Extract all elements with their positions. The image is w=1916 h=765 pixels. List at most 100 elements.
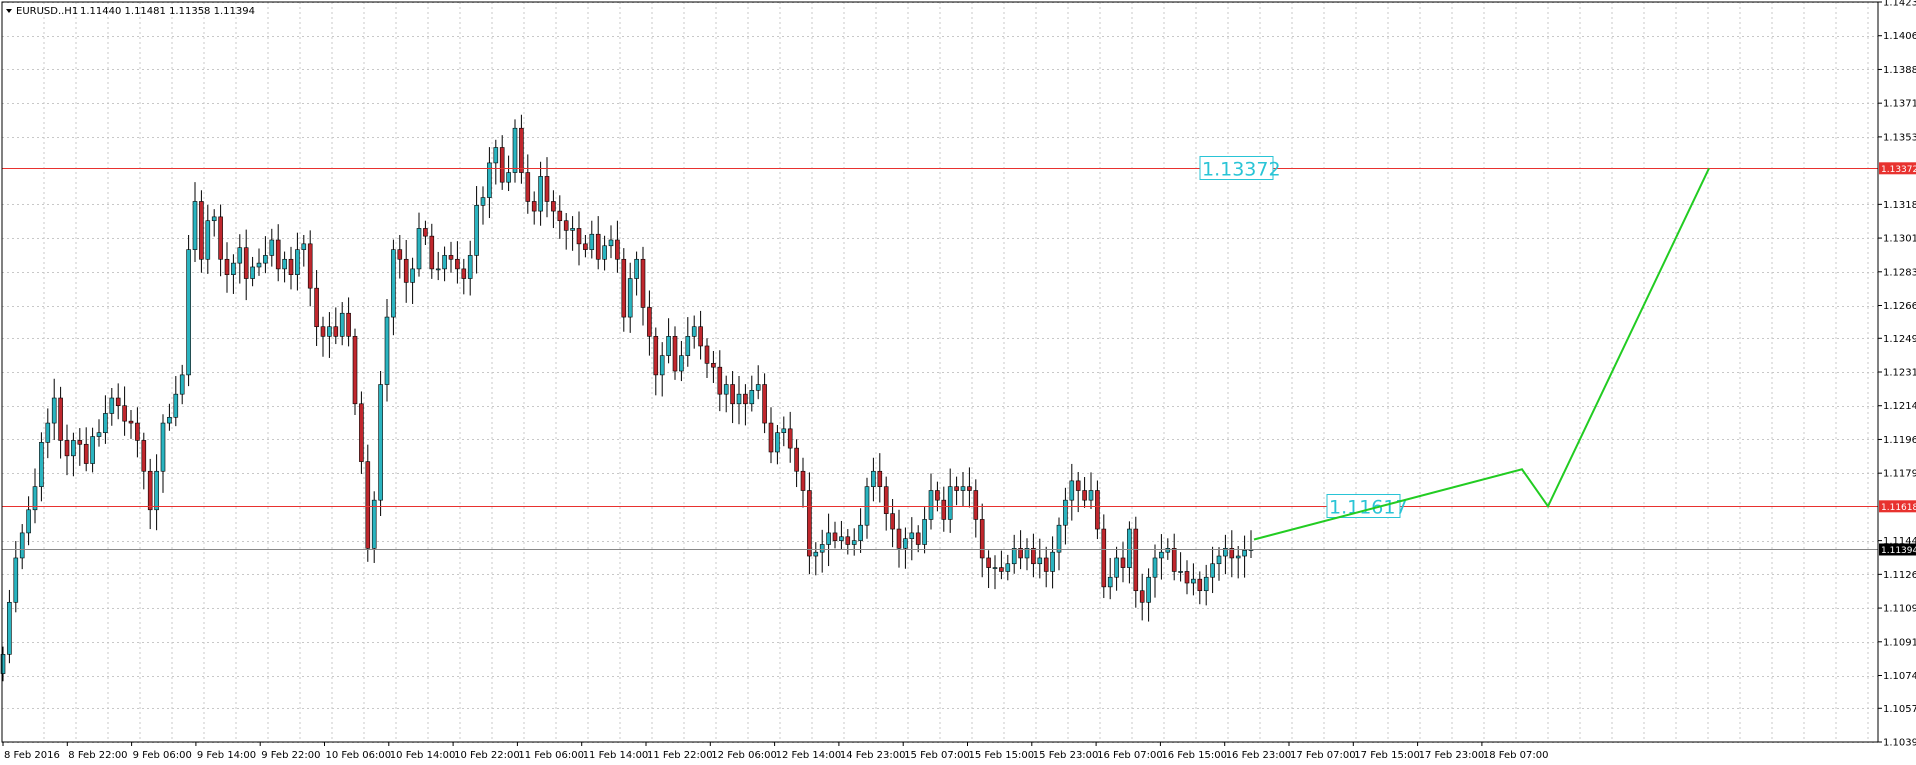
candle-body xyxy=(883,486,889,514)
candle-body xyxy=(1050,551,1055,572)
candle-body xyxy=(397,249,403,260)
candle xyxy=(1120,542,1126,583)
candle xyxy=(1197,571,1203,605)
candle-body xyxy=(263,255,268,264)
candle xyxy=(967,467,972,508)
candle-body xyxy=(339,312,345,337)
candle xyxy=(1069,463,1075,521)
price-tick-label: 1.12140 xyxy=(1883,401,1916,412)
candle xyxy=(883,476,889,531)
candle xyxy=(186,234,191,387)
candle-body xyxy=(282,258,287,270)
time-tick-label: 12 Feb 06:00 xyxy=(711,750,777,761)
candle-body xyxy=(455,258,460,270)
candle xyxy=(1114,546,1119,591)
candle xyxy=(448,241,454,273)
symbol-header[interactable]: EURUSD..H1 1.11440 1.11481 1.11358 1.113… xyxy=(6,6,255,17)
candle-body xyxy=(58,397,63,441)
candle xyxy=(211,209,217,237)
candle xyxy=(743,384,748,426)
candle-body xyxy=(679,355,684,372)
candle-body xyxy=(256,262,262,268)
triangle-down-icon[interactable] xyxy=(6,9,12,13)
candle xyxy=(749,375,755,412)
candle xyxy=(128,409,134,439)
candle-body xyxy=(813,551,819,557)
price-tick-label: 1.12490 xyxy=(1883,334,1916,345)
candle xyxy=(512,119,518,183)
level-label-box xyxy=(1199,156,1274,180)
candle xyxy=(928,473,934,530)
time-tick-label: 18 Feb 07:00 xyxy=(1483,750,1549,761)
candle-body xyxy=(1101,528,1107,588)
time-axis[interactable]: 8 Feb 2016 8 Feb 22:00 9 Feb 06:00 9 Feb 14… xyxy=(2,742,1549,761)
candle-body xyxy=(832,532,838,541)
candle xyxy=(666,318,671,364)
price-tick-label: 1.11790 xyxy=(1883,469,1916,480)
projection-path[interactable] xyxy=(1253,167,1710,541)
candle xyxy=(794,439,799,488)
candle xyxy=(199,190,204,273)
candle-body xyxy=(250,266,255,279)
time-tick-label: 8 Feb 22:00 xyxy=(68,750,127,761)
candle-body xyxy=(135,422,140,441)
candle-body xyxy=(563,220,569,231)
time-tick-label: 16 Feb 23:00 xyxy=(1226,750,1292,761)
price-axis[interactable]: 1.14235 1.14060 1.13885 1.13710 1.13535 1.131… xyxy=(1878,0,1916,749)
candle-body xyxy=(160,422,166,472)
candle-body xyxy=(704,345,710,364)
candle xyxy=(1031,533,1036,578)
candle-body xyxy=(346,312,351,337)
time-tick-label: 15 Feb 23:00 xyxy=(1033,750,1099,761)
time-tick-label: 11 Feb 06:00 xyxy=(518,750,584,761)
candle xyxy=(557,195,563,239)
candle xyxy=(397,234,403,279)
candle xyxy=(787,411,793,463)
candle xyxy=(800,457,806,508)
candle xyxy=(704,338,710,378)
candle-body xyxy=(640,258,646,308)
level-label: 1.13372 xyxy=(1202,159,1281,181)
candle-body xyxy=(1146,576,1151,603)
candle xyxy=(1075,472,1081,513)
candle xyxy=(416,212,422,277)
candle-body xyxy=(583,243,588,250)
candle-body xyxy=(512,127,518,173)
candle-body xyxy=(0,654,6,674)
candle xyxy=(698,310,703,360)
candle xyxy=(679,340,684,382)
candle xyxy=(781,416,787,447)
candle xyxy=(346,297,351,347)
candle-body xyxy=(218,216,223,260)
candle-body xyxy=(1184,571,1190,584)
candle-body xyxy=(634,258,639,279)
candle-body xyxy=(429,235,435,270)
candle-body xyxy=(96,432,102,437)
candle xyxy=(711,350,716,383)
price-tick-label: 1.13535 xyxy=(1883,132,1916,143)
candle xyxy=(525,154,531,214)
candle-body xyxy=(519,127,524,173)
candle-body xyxy=(141,440,147,472)
price-tick-label: 1.14060 xyxy=(1883,31,1916,42)
horizontal-levels[interactable]: 1.13372 1.11617 xyxy=(2,156,1878,550)
candle-body xyxy=(32,486,38,511)
time-tick-label: 8 Feb 2016 xyxy=(4,750,60,761)
price-tick-label: 1.10740 xyxy=(1883,671,1916,682)
candle-body xyxy=(685,336,691,356)
candle xyxy=(467,240,473,296)
candle-body xyxy=(615,239,620,260)
candle-body xyxy=(909,532,915,539)
candle xyxy=(807,472,812,575)
candle xyxy=(275,224,281,282)
candle-body xyxy=(698,326,703,347)
candle-body xyxy=(320,326,326,337)
candle xyxy=(499,135,505,190)
candle xyxy=(595,216,601,270)
candle xyxy=(877,453,883,503)
candle-body xyxy=(960,486,966,491)
candle xyxy=(160,414,166,493)
candle-body xyxy=(1095,490,1100,530)
candle-body xyxy=(845,536,851,545)
